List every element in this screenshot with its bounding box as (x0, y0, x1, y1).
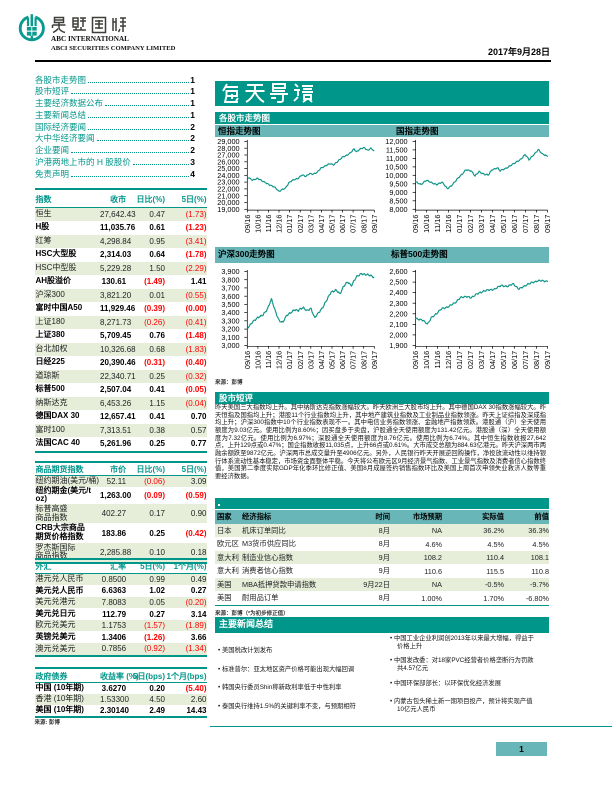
svg-text:21,000: 21,000 (217, 191, 239, 200)
svg-text:09/16: 09/16 (411, 351, 420, 369)
svg-text:08/17: 08/17 (532, 215, 541, 233)
svg-text:20,000: 20,000 (217, 198, 239, 207)
svg-text:28,000: 28,000 (217, 144, 239, 153)
svg-text:10/16: 10/16 (254, 351, 263, 369)
svg-text:2,200: 2,200 (389, 309, 407, 318)
svg-text:01/17: 01/17 (285, 215, 294, 233)
svg-text:04/17: 04/17 (317, 215, 326, 233)
svg-text:03/17: 03/17 (477, 215, 486, 233)
svg-text:10,500: 10,500 (385, 162, 407, 171)
svg-text:06/17: 06/17 (510, 215, 519, 233)
svg-text:01/17: 01/17 (455, 351, 464, 369)
svg-text:04/17: 04/17 (317, 351, 326, 369)
svg-text:02/17: 02/17 (466, 351, 475, 369)
svg-text:11,500: 11,500 (386, 145, 408, 154)
svg-text:05/17: 05/17 (328, 351, 337, 369)
svg-text:08/17: 08/17 (359, 351, 368, 369)
svg-text:3,000: 3,000 (221, 341, 239, 350)
svg-text:06/17: 06/17 (338, 351, 347, 369)
svg-text:9,500: 9,500 (389, 179, 407, 188)
svg-text:07/17: 07/17 (349, 351, 358, 369)
svg-text:3,200: 3,200 (221, 325, 239, 334)
svg-text:09/17: 09/17 (543, 215, 550, 233)
svg-text:8,000: 8,000 (389, 205, 407, 214)
svg-text:12/16: 12/16 (444, 215, 453, 233)
svg-text:10/16: 10/16 (254, 215, 263, 233)
svg-text:11/16: 11/16 (433, 215, 442, 233)
svg-text:12/16: 12/16 (275, 215, 284, 233)
svg-text:04/17: 04/17 (488, 351, 497, 369)
svg-text:02/17: 02/17 (466, 215, 475, 233)
svg-text:25,000: 25,000 (217, 164, 239, 173)
svg-text:10/16: 10/16 (422, 351, 431, 369)
svg-text:11/16: 11/16 (433, 351, 442, 369)
svg-text:06/17: 06/17 (510, 351, 519, 369)
svg-text:01/17: 01/17 (285, 351, 294, 369)
svg-text:3,300: 3,300 (221, 316, 239, 325)
svg-text:3,700: 3,700 (221, 284, 239, 293)
svg-text:09/16: 09/16 (411, 215, 420, 233)
svg-text:19,000: 19,000 (217, 205, 239, 214)
svg-text:23,000: 23,000 (217, 178, 239, 187)
svg-text:10,000: 10,000 (385, 171, 407, 180)
svg-text:2,500: 2,500 (389, 278, 407, 287)
svg-text:01/17: 01/17 (455, 215, 464, 233)
svg-text:3,600: 3,600 (221, 292, 239, 301)
svg-text:10/16: 10/16 (422, 215, 431, 233)
svg-text:09/17: 09/17 (543, 351, 550, 369)
svg-text:8,500: 8,500 (389, 196, 407, 205)
svg-text:3,800: 3,800 (221, 275, 239, 284)
svg-text:09/17: 09/17 (370, 351, 379, 369)
svg-text:09/16: 09/16 (243, 215, 252, 233)
svg-text:11/16: 11/16 (264, 215, 273, 233)
svg-text:27,000: 27,000 (217, 151, 239, 160)
svg-text:26,000: 26,000 (217, 157, 239, 166)
svg-text:22,000: 22,000 (217, 185, 239, 194)
svg-text:3,400: 3,400 (221, 308, 239, 317)
svg-text:2,000: 2,000 (389, 331, 407, 340)
svg-text:08/17: 08/17 (532, 351, 541, 369)
svg-text:02/17: 02/17 (296, 351, 305, 369)
svg-text:07/17: 07/17 (521, 351, 530, 369)
svg-text:05/17: 05/17 (328, 215, 337, 233)
svg-text:09/17: 09/17 (370, 215, 379, 233)
svg-text:2,600: 2,600 (389, 267, 407, 276)
svg-text:29,000: 29,000 (217, 137, 239, 146)
svg-text:2,100: 2,100 (389, 320, 407, 329)
svg-text:09/16: 09/16 (243, 351, 252, 369)
svg-text:11/16: 11/16 (264, 351, 273, 369)
svg-text:3,100: 3,100 (221, 333, 239, 342)
svg-text:12/16: 12/16 (275, 351, 284, 369)
svg-text:03/17: 03/17 (306, 351, 315, 369)
svg-text:03/17: 03/17 (306, 215, 315, 233)
svg-text:05/17: 05/17 (499, 351, 508, 369)
svg-text:03/17: 03/17 (477, 351, 486, 369)
svg-text:02/17: 02/17 (296, 215, 305, 233)
svg-text:12/16: 12/16 (444, 351, 453, 369)
svg-text:3,900: 3,900 (221, 267, 239, 276)
svg-text:2,300: 2,300 (389, 299, 407, 308)
svg-text:24,000: 24,000 (217, 171, 239, 180)
svg-text:9,000: 9,000 (389, 188, 407, 197)
svg-text:07/17: 07/17 (521, 215, 530, 233)
svg-text:3,500: 3,500 (221, 300, 239, 309)
svg-text:04/17: 04/17 (488, 215, 497, 233)
svg-text:11,000: 11,000 (386, 154, 408, 163)
svg-text:12,000: 12,000 (385, 137, 407, 146)
svg-text:1,900: 1,900 (389, 341, 407, 350)
svg-text:05/17: 05/17 (499, 215, 508, 233)
svg-text:06/17: 06/17 (338, 215, 347, 233)
svg-text:07/17: 07/17 (349, 215, 358, 233)
svg-text:08/17: 08/17 (359, 215, 368, 233)
svg-text:2,400: 2,400 (389, 288, 407, 297)
